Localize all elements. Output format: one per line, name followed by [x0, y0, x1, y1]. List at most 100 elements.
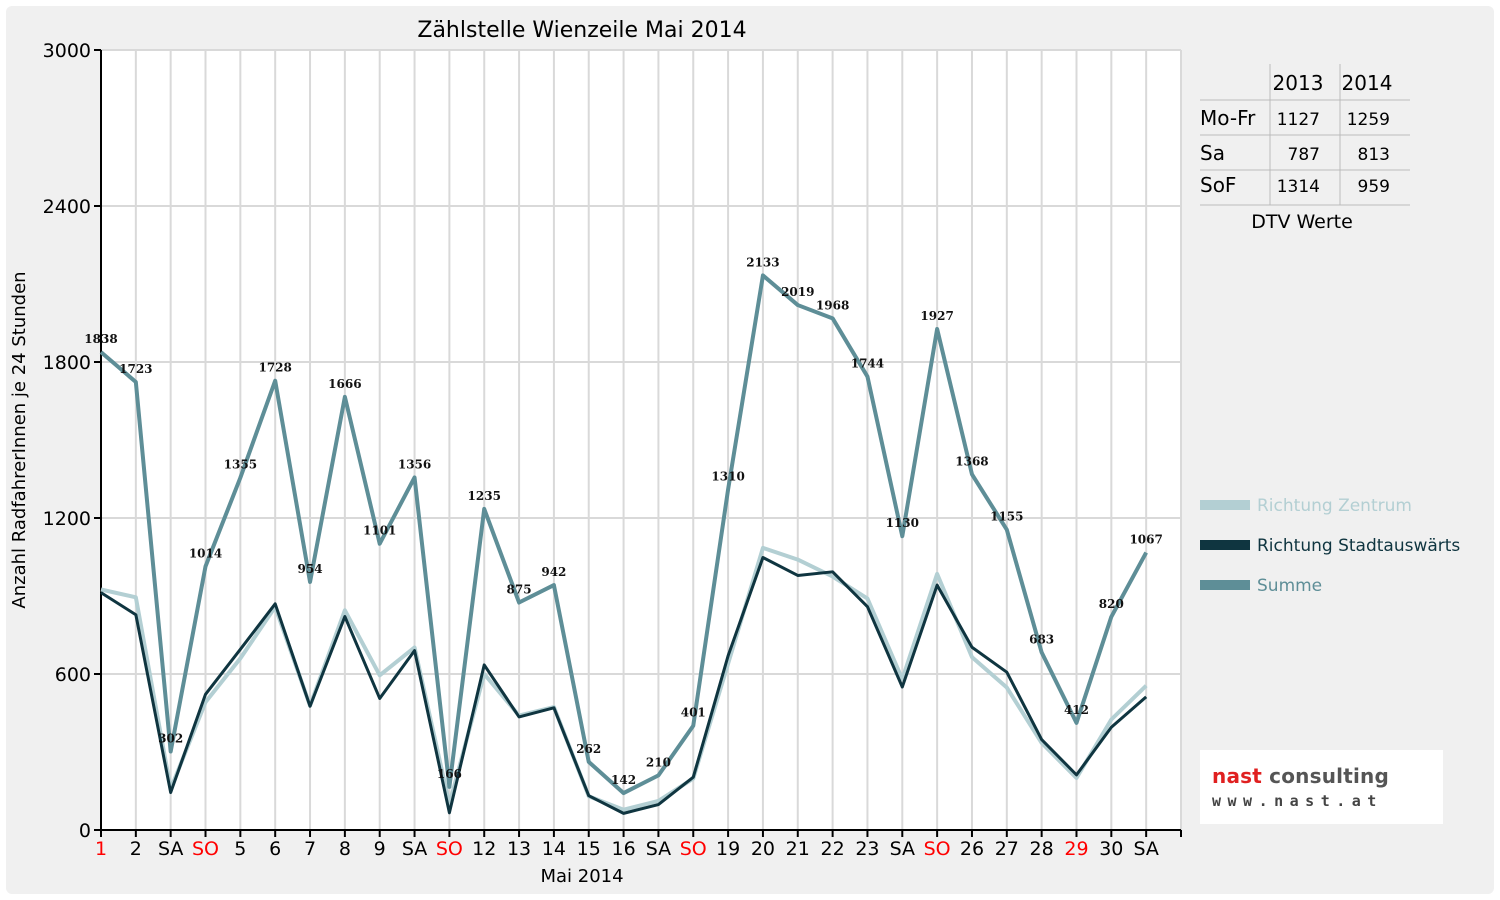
y-axis: 0 600 1200 1800 2400 3000 [43, 40, 102, 842]
x-tick-label: SO [436, 838, 463, 860]
x-tick-label: 26 [960, 838, 984, 860]
y-tick-label: 2400 [43, 196, 91, 218]
x-tick-label: 15 [577, 838, 601, 860]
x-tick-label: SO [680, 838, 707, 860]
data-label: 683 [1029, 632, 1054, 646]
x-tick-label: 23 [855, 838, 879, 860]
x-tick-label: 22 [821, 838, 845, 860]
data-label: 1067 [1129, 533, 1162, 547]
x-axis: 1 2 SA SO 5 6 7 8 9 SA SO 12 13 14 15 16 SA SO 19 20 21 22 23 S… [95, 829, 1182, 860]
data-label: 1355 [224, 458, 257, 472]
data-label: 210 [646, 755, 671, 769]
data-label: 942 [541, 565, 566, 579]
x-tick-label: SA [890, 838, 915, 860]
series-lines [99, 273, 1148, 815]
dtv-cell: 1314 [1277, 177, 1320, 197]
company-logo: nast consulting www.nast.at [1200, 750, 1443, 824]
x-tick-label: 9 [374, 838, 386, 860]
x-tick-label: 21 [786, 838, 810, 860]
data-label: 1014 [189, 546, 222, 560]
data-label: 1356 [398, 457, 431, 471]
plot-area [101, 50, 1181, 830]
data-label: 1101 [363, 524, 396, 538]
logo-wordmark: nast consulting [1212, 764, 1389, 788]
data-label: 1368 [955, 454, 988, 468]
legend-swatch-zentrum [1200, 500, 1250, 510]
x-axis-label: Mai 2014 [540, 866, 623, 887]
data-label: 954 [298, 562, 323, 576]
y-tick-label: 600 [55, 664, 91, 686]
data-label: 1310 [711, 469, 744, 483]
legend: Richtung Zentrum Richtung Stadtauswärts … [1200, 496, 1460, 596]
x-tick-label: SA [158, 838, 183, 860]
x-tick-label: 29 [1064, 838, 1088, 860]
data-label: 2133 [746, 255, 779, 269]
data-label: 142 [611, 773, 636, 787]
data-label: 262 [576, 742, 601, 756]
dtv-year-2014: 2014 [1342, 71, 1393, 95]
series-line-stadtauswaerts [100, 556, 1148, 815]
y-tick-label: 0 [79, 820, 91, 842]
dtv-table: 2013 2014 Mo-Fr 1127 1259 Sa 787 813 SoF… [1200, 64, 1410, 233]
logo-url: www.nast.at [1212, 792, 1383, 810]
data-label: 1968 [816, 298, 849, 312]
y-tick-label: 1800 [43, 352, 91, 374]
data-label: 875 [507, 583, 532, 597]
x-tick-label: 1 [95, 838, 107, 860]
x-tick-label: 16 [611, 838, 635, 860]
dtv-row-label: SoF [1200, 173, 1236, 197]
x-tick-label: SO [192, 838, 219, 860]
legend-label-summe: Summe [1257, 576, 1322, 596]
data-label: 1155 [990, 510, 1023, 524]
x-tick-label: 2 [130, 838, 142, 860]
x-tick-label: 14 [542, 838, 566, 860]
x-tick-label: 12 [472, 838, 496, 860]
series-line-summe [99, 273, 1148, 796]
data-label: 1130 [886, 516, 919, 530]
y-axis-label: Anzahl RadfahrerInnen je 24 Stunden [9, 271, 30, 608]
x-tick-label: SA [1133, 838, 1158, 860]
data-label: 401 [681, 706, 706, 720]
x-tick-label: 6 [269, 838, 281, 860]
dtv-cell: 813 [1358, 145, 1390, 165]
dtv-cell: 1259 [1347, 110, 1390, 130]
x-tick-label: 8 [339, 838, 351, 860]
x-tick-label: 27 [995, 838, 1019, 860]
legend-label-stadtauswaerts: Richtung Stadtauswärts [1257, 536, 1460, 556]
data-label: 1666 [328, 377, 361, 391]
dtv-cell: 1127 [1277, 110, 1320, 130]
data-label: 1728 [258, 361, 291, 375]
y-tick-label: 3000 [43, 40, 91, 62]
legend-swatch-stadtauswaerts [1200, 540, 1250, 550]
data-label: 1927 [920, 309, 953, 323]
dtv-caption: DTV Werte [1251, 211, 1353, 233]
data-label: 412 [1064, 703, 1089, 717]
x-tick-label: 7 [304, 838, 316, 860]
data-label: 1744 [851, 357, 884, 371]
y-tick-label: 1200 [43, 508, 91, 530]
data-label: 1723 [119, 362, 152, 376]
data-labels: 1838 1723 302 1014 1355 1728 954 1666 1101 1356 16… [84, 255, 1163, 787]
legend-swatch-summe [1200, 580, 1250, 590]
x-tick-label: 19 [716, 838, 740, 860]
data-label: 166 [437, 767, 462, 781]
data-label: 1235 [468, 489, 501, 503]
x-tick-label: 5 [234, 838, 246, 860]
x-tick-label: SA [402, 838, 427, 860]
x-tick-label: SO [924, 838, 951, 860]
data-label: 820 [1099, 597, 1124, 611]
chart-title: Zählstelle Wienzeile Mai 2014 [417, 18, 746, 43]
dtv-row-label: Mo-Fr [1200, 106, 1256, 130]
data-label: 2019 [781, 285, 814, 299]
dtv-cell: 959 [1358, 177, 1390, 197]
legend-label-zentrum: Richtung Zentrum [1257, 496, 1412, 516]
x-tick-label: SA [646, 838, 671, 860]
dtv-row-label: Sa [1200, 141, 1225, 165]
data-label: 1838 [84, 332, 117, 346]
x-tick-label: 20 [751, 838, 775, 860]
data-label: 302 [158, 731, 183, 745]
dtv-year-2013: 2013 [1273, 71, 1324, 95]
x-tick-label: 28 [1030, 838, 1054, 860]
dtv-cell: 787 [1288, 145, 1320, 165]
